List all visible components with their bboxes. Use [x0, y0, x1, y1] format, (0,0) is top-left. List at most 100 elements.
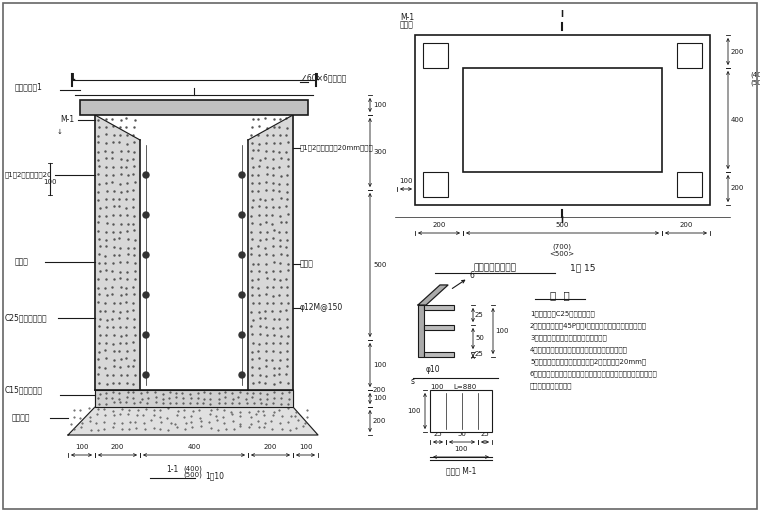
Text: 户外计量箱1: 户外计量箱1: [15, 82, 43, 92]
Text: 50: 50: [458, 431, 467, 437]
Text: 200: 200: [731, 185, 744, 191]
Text: I: I: [560, 10, 563, 19]
Text: 100: 100: [373, 362, 387, 368]
Text: 连接件 M-1: 连接件 M-1: [446, 466, 477, 475]
Bar: [418, 305, 424, 357]
Bar: [423, 43, 448, 68]
Text: 注1：2水泥砂浆厚20: 注1：2水泥砂浆厚20: [5, 172, 52, 178]
Text: 户外计量符平面图: 户外计量符平面图: [473, 264, 517, 272]
Text: 100: 100: [74, 444, 88, 450]
Text: 25: 25: [434, 431, 442, 437]
Text: 预埋管: 预埋管: [300, 260, 314, 268]
Bar: [424, 305, 454, 310]
Circle shape: [239, 212, 245, 218]
Text: 3、配电箱和计量表与基干操可拆卖技。: 3、配电箱和计量表与基干操可拆卖技。: [530, 334, 606, 340]
Text: 1、基础采用C25混凝土预制。: 1、基础采用C25混凝土预制。: [530, 310, 595, 316]
Text: 2、锂构件采用尾45P型，I型模面，所有构件均采用拼接。: 2、锂构件采用尾45P型，I型模面，所有构件均采用拼接。: [530, 322, 647, 329]
Bar: [424, 325, 454, 330]
Text: L=880: L=880: [453, 384, 477, 390]
Text: 400: 400: [187, 444, 201, 450]
Text: φ12M@150: φ12M@150: [300, 304, 344, 312]
Text: 100: 100: [43, 179, 57, 185]
Bar: [415, 35, 710, 205]
Circle shape: [239, 372, 245, 378]
Text: 500: 500: [556, 222, 569, 228]
Text: 4、角键拆匹配电路和计量表对尾尺对后现场制作。: 4、角键拆匹配电路和计量表对尾尺对后现场制作。: [530, 346, 628, 353]
Bar: [430, 390, 492, 432]
Text: 定，与电气专业结合。: 定，与电气专业结合。: [530, 382, 572, 389]
Polygon shape: [95, 115, 140, 390]
Polygon shape: [248, 115, 293, 390]
Text: 100: 100: [495, 328, 508, 334]
Text: 200: 200: [373, 418, 386, 424]
Circle shape: [143, 252, 149, 258]
Polygon shape: [140, 140, 248, 390]
Text: 200: 200: [432, 222, 445, 228]
Text: (400): (400): [184, 465, 202, 472]
Bar: [677, 43, 702, 68]
Text: <500>: <500>: [549, 251, 575, 257]
Text: 300: 300: [373, 150, 387, 156]
Text: 25: 25: [475, 352, 484, 357]
Text: ∠60×6大样图鸣: ∠60×6大样图鸣: [300, 74, 347, 82]
Text: 25: 25: [480, 431, 489, 437]
Text: 100: 100: [299, 444, 312, 450]
Text: (400): (400): [750, 71, 760, 77]
Text: 100: 100: [407, 408, 420, 414]
Text: 100: 100: [373, 102, 387, 108]
Text: 500: 500: [373, 262, 386, 268]
Circle shape: [143, 332, 149, 338]
Text: s: s: [411, 377, 415, 387]
Text: 说  明: 说 明: [550, 290, 570, 300]
Text: φ10: φ10: [426, 366, 441, 374]
Text: 5、整体安装后基础外展面回口：2水泥砂浆厈20mm。: 5、整体安装后基础外展面回口：2水泥砂浆厈20mm。: [530, 358, 646, 365]
Text: 200: 200: [264, 444, 277, 450]
Circle shape: [239, 292, 245, 298]
Text: 100: 100: [399, 178, 413, 184]
Bar: [80, 100, 308, 115]
Text: 1： 15: 1： 15: [570, 264, 596, 272]
Text: 预埋层: 预埋层: [15, 258, 29, 267]
Text: 1: 1: [313, 73, 319, 82]
Polygon shape: [95, 390, 293, 407]
Text: 400: 400: [731, 117, 744, 123]
Text: 100: 100: [430, 384, 444, 390]
Text: ↓: ↓: [57, 129, 63, 135]
Text: (700): (700): [553, 243, 572, 249]
Text: 200: 200: [373, 387, 386, 393]
Text: M-1: M-1: [60, 116, 74, 124]
Circle shape: [143, 292, 149, 298]
Text: 100: 100: [373, 395, 387, 401]
Text: 200: 200: [679, 222, 692, 228]
Circle shape: [143, 172, 149, 178]
Text: 1：10: 1：10: [205, 472, 224, 480]
Text: 25: 25: [475, 312, 484, 318]
Circle shape: [239, 252, 245, 258]
Text: 1: 1: [69, 73, 75, 82]
Text: 100: 100: [454, 446, 467, 452]
Text: C15混凝土垫层: C15混凝土垫层: [5, 386, 43, 395]
Polygon shape: [68, 407, 318, 435]
Text: C25混凝土混凝土: C25混凝土混凝土: [5, 313, 48, 323]
Text: 中砂垫层: 中砂垫层: [12, 414, 30, 422]
Text: 50: 50: [475, 335, 484, 342]
Circle shape: [143, 372, 149, 378]
Circle shape: [239, 172, 245, 178]
Text: I: I: [560, 216, 563, 225]
Bar: [423, 172, 448, 197]
Text: (500): (500): [184, 472, 202, 479]
Text: (500): (500): [750, 79, 760, 86]
Bar: [424, 352, 454, 357]
Text: 1-1: 1-1: [166, 465, 178, 474]
Text: 200: 200: [111, 444, 124, 450]
Text: M-1: M-1: [400, 12, 414, 22]
Polygon shape: [418, 285, 448, 305]
Text: 200: 200: [731, 49, 744, 54]
Text: 共用失: 共用失: [400, 20, 414, 30]
Bar: [463, 68, 662, 172]
Bar: [677, 172, 702, 197]
Text: 6、基础内穿线预埋钢管的数目、管径及位置，根据进展具体情况确: 6、基础内穿线预埋钢管的数目、管径及位置，根据进展具体情况确: [530, 370, 657, 377]
Circle shape: [239, 332, 245, 338]
Text: 6: 6: [470, 271, 475, 281]
Circle shape: [143, 212, 149, 218]
